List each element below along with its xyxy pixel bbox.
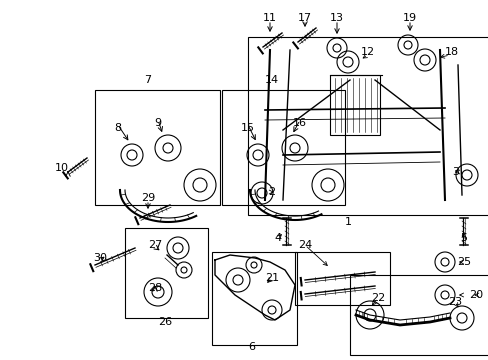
Text: 10: 10 xyxy=(55,163,69,173)
Bar xyxy=(329,75,379,135)
Text: 15: 15 xyxy=(241,123,254,133)
Text: 13: 13 xyxy=(329,13,343,23)
Text: 2: 2 xyxy=(268,187,275,197)
Text: 1: 1 xyxy=(344,217,351,227)
Text: 22: 22 xyxy=(370,293,385,303)
Bar xyxy=(349,275,488,355)
Bar xyxy=(294,252,389,305)
Text: 26: 26 xyxy=(158,317,172,327)
Text: 29: 29 xyxy=(141,193,155,203)
Text: 6: 6 xyxy=(248,342,255,352)
Text: 18: 18 xyxy=(444,47,458,57)
Text: 5: 5 xyxy=(460,233,467,243)
Text: 7: 7 xyxy=(144,75,151,85)
Bar xyxy=(247,37,488,215)
Text: 16: 16 xyxy=(292,118,306,128)
Bar xyxy=(212,252,296,345)
Text: 9: 9 xyxy=(154,118,161,128)
Text: 30: 30 xyxy=(93,253,107,263)
Text: 25: 25 xyxy=(456,257,470,267)
Text: 23: 23 xyxy=(447,297,461,307)
Text: 14: 14 xyxy=(264,75,279,85)
Text: 19: 19 xyxy=(402,13,416,23)
Bar xyxy=(125,228,207,318)
Text: 12: 12 xyxy=(360,47,374,57)
Bar xyxy=(222,90,345,205)
Text: 28: 28 xyxy=(147,283,162,293)
Text: 8: 8 xyxy=(114,123,122,133)
Text: 24: 24 xyxy=(297,240,311,250)
Text: 21: 21 xyxy=(264,273,279,283)
Text: 4: 4 xyxy=(274,233,281,243)
Text: 17: 17 xyxy=(297,13,311,23)
Text: 20: 20 xyxy=(468,290,482,300)
Bar xyxy=(95,90,220,205)
Text: 27: 27 xyxy=(147,240,162,250)
Text: 11: 11 xyxy=(263,13,276,23)
Text: 3: 3 xyxy=(451,167,459,177)
